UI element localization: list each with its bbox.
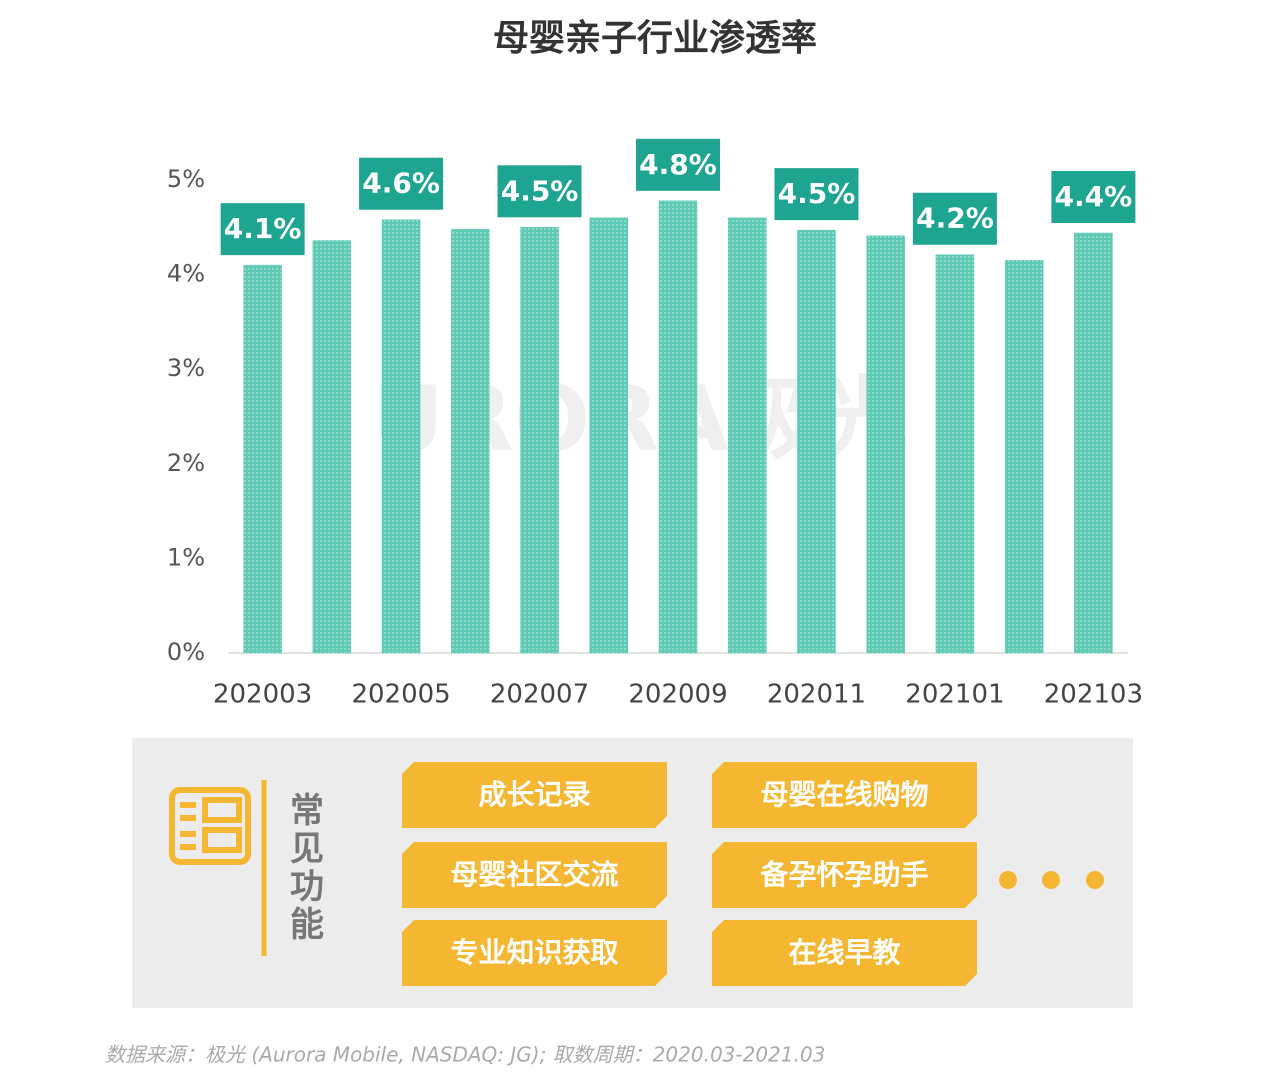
y-tick-label: 3% (167, 354, 205, 382)
x-tick-label: 202011 (767, 680, 866, 710)
feature-label: 专业知识获取 (450, 936, 618, 969)
feature-label: 母婴社区交流 (450, 858, 618, 891)
value-label: 4.1% (224, 212, 302, 245)
bar (1004, 260, 1044, 654)
feature-button (712, 762, 977, 828)
bar (935, 254, 975, 654)
value-label-box (220, 203, 305, 256)
bar (243, 264, 282, 654)
source: 数据来源：极光 (Aurora Mobile, NASDAQ: JG); 取数周… (105, 1043, 825, 1067)
feature-label: 在线早教 (788, 936, 900, 969)
bar (520, 227, 559, 654)
value-label-box (912, 192, 997, 245)
value-label-box (497, 165, 582, 218)
x-tick-label: 202009 (628, 680, 727, 710)
value-label: 4.4% (1055, 180, 1133, 213)
y-tick-label: 1% (167, 543, 205, 571)
feature-button (712, 920, 977, 986)
value-label: 4.5% (778, 177, 856, 210)
feature-label: 成长记录 (478, 778, 590, 811)
x-tick-label: 202003 (213, 680, 312, 710)
value-label: 4.8% (639, 148, 717, 181)
more-dot (1042, 871, 1060, 889)
feature-button (402, 842, 667, 908)
x-tick-label: 202103 (1044, 680, 1143, 710)
value-label: 4.5% (501, 174, 579, 207)
bar (451, 228, 490, 654)
y-tick-label: 4% (167, 260, 205, 288)
value-label-box (636, 138, 720, 191)
feature-label: 母婴在线购物 (760, 778, 928, 811)
bar (866, 235, 905, 654)
bar (312, 240, 352, 654)
bar (797, 229, 836, 654)
value-label: 4.2% (916, 202, 994, 235)
feature-button (712, 842, 977, 908)
feature-button (402, 920, 667, 986)
feature-icon (169, 787, 251, 865)
value-label: 4.6% (362, 167, 440, 200)
more-dot (999, 871, 1017, 889)
bar (727, 217, 767, 654)
more-dot (1086, 871, 1104, 889)
feature-label: 备孕怀孕助手 (759, 858, 928, 891)
value-label-box (774, 168, 859, 221)
y-tick-label: 2% (167, 449, 205, 477)
bar (381, 219, 421, 654)
feature-button (402, 762, 667, 828)
y-tick-label: 0% (167, 638, 205, 666)
value-label-box (359, 157, 444, 210)
x-tick-label: 202005 (351, 680, 450, 710)
feature-title: 常见功能 (284, 792, 324, 944)
value-label-box (1051, 170, 1136, 223)
bar (1074, 232, 1113, 654)
x-tick-label: 202101 (905, 680, 1004, 710)
x-tick-label: 202007 (490, 680, 589, 710)
chart-title: 母婴亲子行业渗透率 (493, 18, 817, 59)
bar (589, 217, 629, 654)
y-tick-label: 5% (167, 165, 205, 193)
bar (658, 200, 698, 654)
